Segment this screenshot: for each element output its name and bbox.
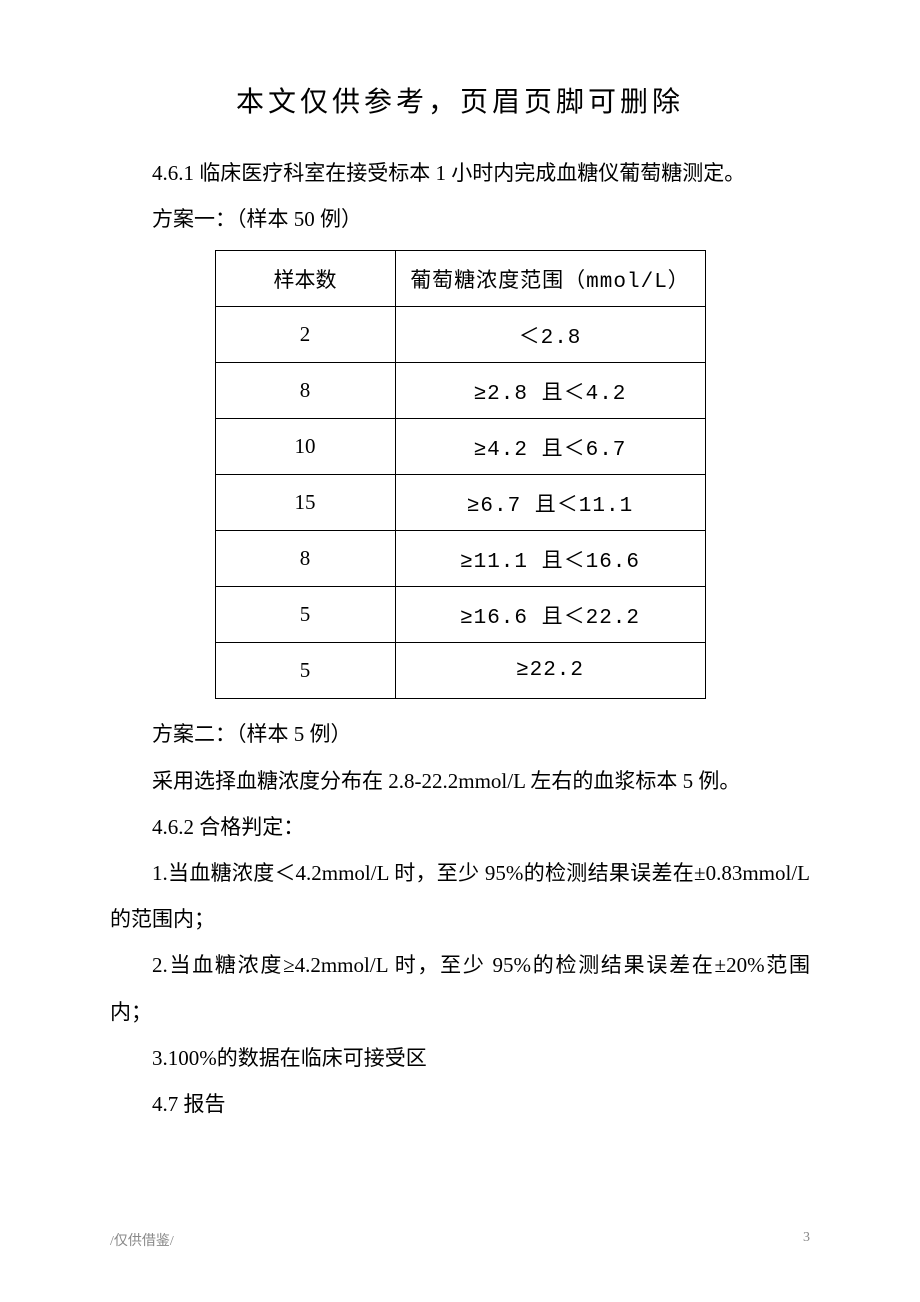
table-cell: ≥11.1 且＜16.6 <box>395 531 705 587</box>
paragraph-criteria3: 3.100%的数据在临床可接受区 <box>110 1035 810 1081</box>
table-row: 8 ≥11.1 且＜16.6 <box>215 531 705 587</box>
table-cell: 2 <box>215 307 395 363</box>
table-cell: ≥22.2 <box>395 643 705 699</box>
paragraph-criteria1: 1.当血糖浓度＜4.2mmol/L 时，至少 95%的检测结果误差在±0.83m… <box>110 850 810 942</box>
table-row: 5 ≥16.6 且＜22.2 <box>215 587 705 643</box>
table-row: 2 ＜2.8 <box>215 307 705 363</box>
table-cell: ≥6.7 且＜11.1 <box>395 475 705 531</box>
table-cell: 15 <box>215 475 395 531</box>
table-cell: 5 <box>215 643 395 699</box>
page-footer: /仅供借鉴/ 3 <box>110 1230 810 1250</box>
footer-left: /仅供借鉴/ <box>110 1230 174 1250</box>
table-wrapper: 样本数 葡萄糖浓度范围（mmol/L） 2 ＜2.8 8 ≥2.8 且＜4.2 … <box>110 250 810 699</box>
table-row: 10 ≥4.2 且＜6.7 <box>215 419 705 475</box>
glucose-table: 样本数 葡萄糖浓度范围（mmol/L） 2 ＜2.8 8 ≥2.8 且＜4.2 … <box>215 250 706 699</box>
table-cell: ≥2.8 且＜4.2 <box>395 363 705 419</box>
table-cell: ≥16.6 且＜22.2 <box>395 587 705 643</box>
paragraph-scheme2: 方案二：（样本 5 例） <box>110 711 810 757</box>
paragraph-criteria2: 2.当血糖浓度≥4.2mmol/L 时，至少 95%的检测结果误差在±20%范围… <box>110 942 810 1034</box>
header-title: 本文仅供参考，页眉页脚可删除 <box>236 87 684 118</box>
page-number: 3 <box>803 1230 810 1250</box>
paragraph-461: 4.6.1 临床医疗科室在接受标本 1 小时内完成血糖仪葡萄糖测定。 <box>110 150 810 196</box>
paragraph-scheme2-desc: 采用选择血糖浓度分布在 2.8-22.2mmol/L 左右的血浆标本 5 例。 <box>110 758 810 804</box>
table-cell: 5 <box>215 587 395 643</box>
table-header-row: 样本数 葡萄糖浓度范围（mmol/L） <box>215 251 705 307</box>
table-cell: 8 <box>215 531 395 587</box>
table-row: 8 ≥2.8 且＜4.2 <box>215 363 705 419</box>
paragraph-scheme1: 方案一：（样本 50 例） <box>110 196 810 242</box>
table-cell: ≥4.2 且＜6.7 <box>395 419 705 475</box>
page-header: 本文仅供参考，页眉页脚可删除 <box>0 0 920 150</box>
document-content: 4.6.1 临床医疗科室在接受标本 1 小时内完成血糖仪葡萄糖测定。 方案一：（… <box>0 150 920 1127</box>
table-header-cell: 葡萄糖浓度范围（mmol/L） <box>395 251 705 307</box>
table-cell: 8 <box>215 363 395 419</box>
paragraph-47: 4.7 报告 <box>110 1081 810 1127</box>
table-cell: ＜2.8 <box>395 307 705 363</box>
paragraph-462: 4.6.2 合格判定： <box>110 804 810 850</box>
table-row: 15 ≥6.7 且＜11.1 <box>215 475 705 531</box>
table-cell: 10 <box>215 419 395 475</box>
table-header-cell: 样本数 <box>215 251 395 307</box>
table-row: 5 ≥22.2 <box>215 643 705 699</box>
